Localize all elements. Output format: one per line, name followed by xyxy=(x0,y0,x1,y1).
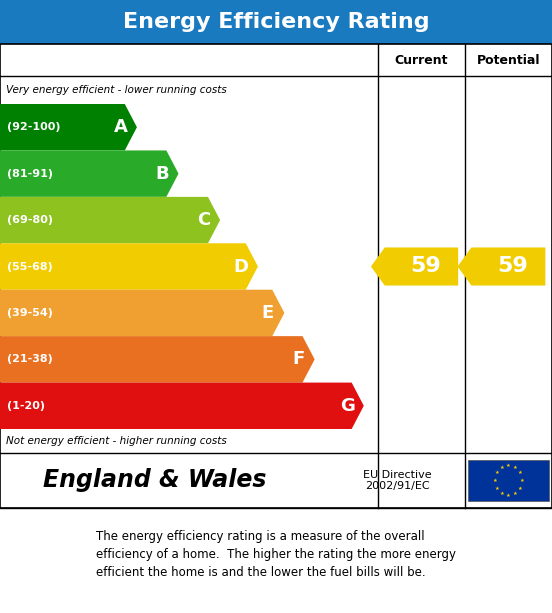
Text: ★: ★ xyxy=(499,465,504,470)
Text: Not energy efficient - higher running costs: Not energy efficient - higher running co… xyxy=(6,436,226,446)
Text: Potential: Potential xyxy=(476,53,540,66)
Text: G: G xyxy=(340,397,355,415)
Text: ★: ★ xyxy=(506,493,511,498)
Text: (69-80): (69-80) xyxy=(7,215,52,225)
Text: England & Wales: England & Wales xyxy=(43,468,266,492)
Text: ★: ★ xyxy=(494,470,499,476)
Text: (55-68): (55-68) xyxy=(7,262,52,272)
Polygon shape xyxy=(0,383,364,429)
Text: (39-54): (39-54) xyxy=(7,308,52,318)
Polygon shape xyxy=(371,248,458,286)
Text: E: E xyxy=(262,304,274,322)
Text: ★: ★ xyxy=(506,463,511,468)
Text: (21-38): (21-38) xyxy=(7,354,52,364)
Bar xyxy=(468,460,549,501)
Text: ★: ★ xyxy=(513,491,518,496)
Text: 59: 59 xyxy=(497,256,528,276)
Text: EU Directive
2002/91/EC: EU Directive 2002/91/EC xyxy=(363,470,432,491)
Polygon shape xyxy=(0,150,178,197)
Text: (1-20): (1-20) xyxy=(7,401,45,411)
Text: ★: ★ xyxy=(494,485,499,490)
Polygon shape xyxy=(0,197,220,243)
Text: ★: ★ xyxy=(492,478,497,483)
Text: Very energy efficient - lower running costs: Very energy efficient - lower running co… xyxy=(6,85,226,95)
Text: Current: Current xyxy=(395,53,448,66)
Polygon shape xyxy=(0,290,284,336)
Text: ★: ★ xyxy=(518,485,523,490)
Text: ★: ★ xyxy=(519,478,524,483)
Text: D: D xyxy=(234,257,249,275)
Text: ★: ★ xyxy=(499,491,504,496)
Text: The energy efficiency rating is a measure of the overall
efficiency of a home.  : The energy efficiency rating is a measur… xyxy=(96,530,456,579)
Text: Energy Efficiency Rating: Energy Efficiency Rating xyxy=(123,12,429,32)
Text: C: C xyxy=(197,211,210,229)
Bar xyxy=(0,44,552,508)
Text: ★: ★ xyxy=(518,470,523,476)
Text: ★: ★ xyxy=(513,465,518,470)
Text: (81-91): (81-91) xyxy=(7,169,52,178)
Text: F: F xyxy=(292,351,304,368)
Polygon shape xyxy=(0,243,258,290)
Polygon shape xyxy=(0,336,315,383)
Text: 59: 59 xyxy=(411,256,441,276)
Polygon shape xyxy=(0,104,137,150)
Text: A: A xyxy=(113,118,128,136)
Text: B: B xyxy=(155,165,169,183)
Polygon shape xyxy=(458,248,545,286)
Text: (92-100): (92-100) xyxy=(7,122,60,132)
Bar xyxy=(0,0,552,44)
